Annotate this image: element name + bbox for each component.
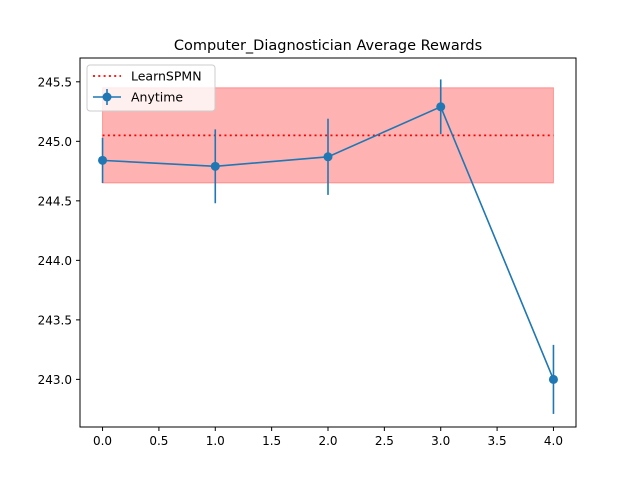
x-tick-label: 1.5 bbox=[262, 434, 281, 448]
legend-anytime-label: Anytime bbox=[131, 90, 183, 105]
legend: LearnSPMN Anytime bbox=[86, 64, 216, 112]
y-tick-label: 243.5 bbox=[38, 313, 72, 327]
y-tick-label: 244.0 bbox=[38, 254, 72, 268]
y-tick-label: 243.0 bbox=[38, 373, 72, 387]
y-tick-label: 244.5 bbox=[38, 194, 72, 208]
x-tick-label: 3.5 bbox=[488, 434, 507, 448]
anytime-point bbox=[210, 161, 220, 171]
legend-anytime-marker bbox=[102, 92, 112, 102]
axes: 0.0 0.5 1.0 1.5 2.0 2.5 3.0 3.5 4.0 243.0 243.5 244… bbox=[38, 57, 577, 448]
y-tick-label: 245.0 bbox=[38, 135, 72, 149]
anytime-point bbox=[323, 152, 333, 162]
legend-box bbox=[86, 64, 216, 112]
x-tick-label: 3.0 bbox=[431, 434, 450, 448]
x-tick-label: 4.0 bbox=[544, 434, 563, 448]
x-tick-label: 0.0 bbox=[93, 434, 112, 448]
x-tick-label: 2.0 bbox=[318, 434, 337, 448]
y-tick-label: 245.5 bbox=[38, 75, 72, 89]
chart-title: Computer_Diagnostician Average Rewards bbox=[174, 38, 482, 54]
x-tick-label: 1.0 bbox=[206, 434, 225, 448]
anytime-point bbox=[98, 155, 108, 165]
anytime-point bbox=[548, 374, 558, 384]
x-tick-label: 2.5 bbox=[375, 434, 394, 448]
anytime-point bbox=[436, 102, 446, 112]
legend-learnspmn-label: LearnSPMN bbox=[131, 69, 202, 84]
x-tick-label: 0.5 bbox=[149, 434, 168, 448]
